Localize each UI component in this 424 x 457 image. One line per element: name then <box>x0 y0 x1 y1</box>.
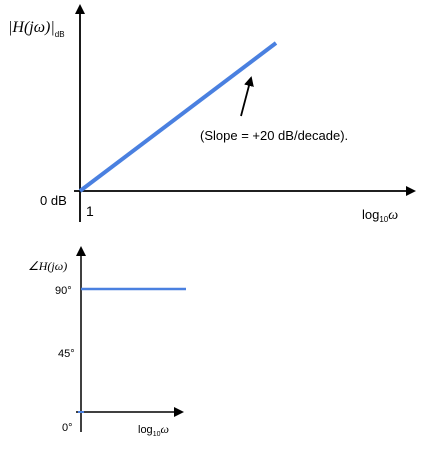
magnitude-line <box>78 41 278 193</box>
y-tick-label: 0° <box>62 422 73 434</box>
label-subscript: 10 <box>153 431 161 438</box>
label-base: log <box>138 424 153 436</box>
y-axis-label: ∠H(jω) <box>28 259 67 273</box>
label-symbol: ω <box>160 422 168 436</box>
label-main: |H(jω)| <box>8 19 55 36</box>
origin-label: 0 dB <box>40 193 67 208</box>
y-tick-label: 45° <box>58 348 75 360</box>
x-axis-label: log10ω <box>362 207 398 224</box>
y-axis-label: |H(jω)|dB <box>8 19 65 39</box>
label-subscript: 10 <box>379 215 388 224</box>
label-symbol: ω <box>388 208 398 223</box>
x-axis-label: log10ω <box>138 422 169 438</box>
annotation-arrow <box>240 76 254 117</box>
label-subscript: dB <box>55 30 65 39</box>
y-tick-label: 90° <box>55 285 72 297</box>
x-origin-label: 1 <box>86 203 94 219</box>
slope-annotation: (Slope = +20 dB/decade). <box>200 128 348 143</box>
label-base: log <box>362 207 379 222</box>
